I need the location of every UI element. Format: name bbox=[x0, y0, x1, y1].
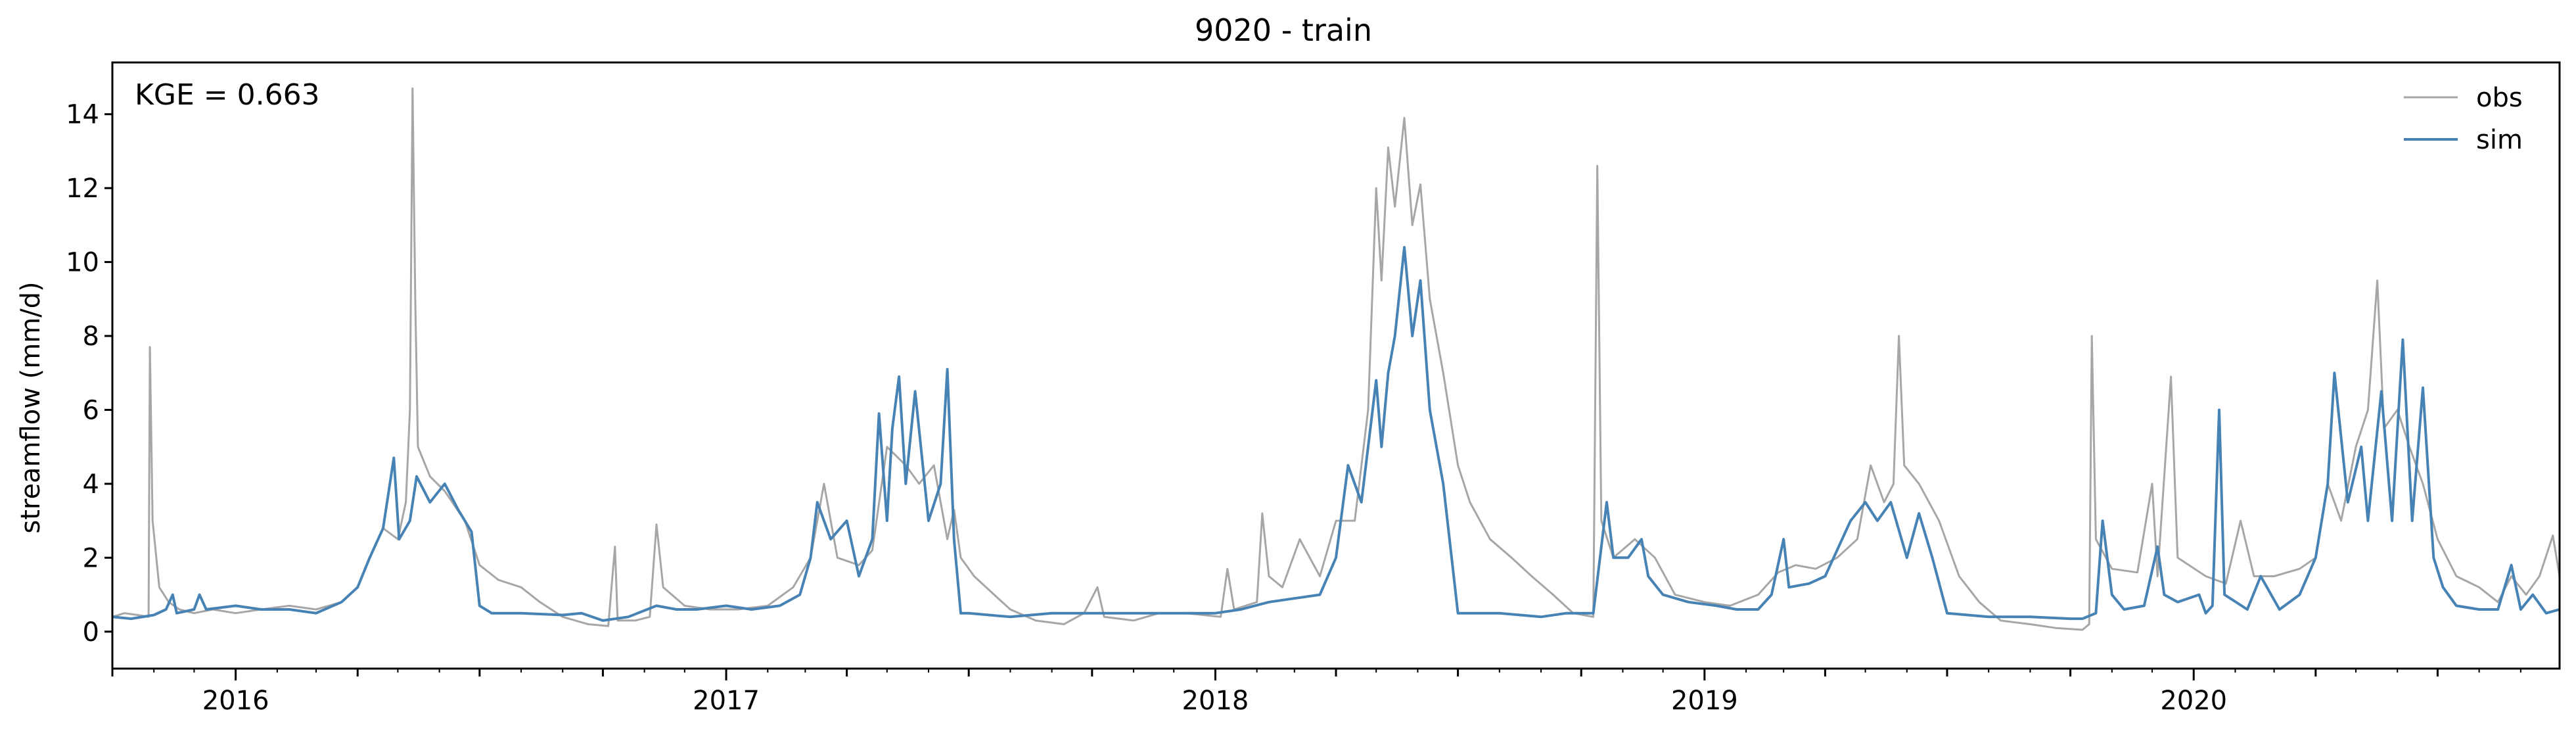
y-tick-label: 10 bbox=[66, 248, 99, 278]
y-tick-label: 12 bbox=[66, 174, 99, 204]
series-layer bbox=[112, 87, 2561, 631]
y-ticks: 0 2 4 6 8 10 12 14 bbox=[66, 100, 112, 648]
legend-label: obs bbox=[2476, 83, 2523, 113]
y-tick-label: 14 bbox=[66, 100, 99, 130]
x-tick-label: 2016 bbox=[202, 686, 269, 716]
legend: obs sim bbox=[2404, 83, 2523, 155]
series-line-obs bbox=[112, 87, 2561, 631]
y-tick-label: 8 bbox=[83, 321, 99, 352]
y-tick-label: 0 bbox=[83, 617, 99, 648]
y-axis-label: streamflow (mm/d) bbox=[16, 281, 46, 533]
legend-label: sim bbox=[2476, 125, 2523, 155]
y-tick-label: 6 bbox=[83, 395, 99, 425]
kge-annotation: KGE = 0.663 bbox=[135, 78, 320, 112]
x-tick-label: 2017 bbox=[693, 686, 760, 716]
plot-area bbox=[111, 61, 2561, 670]
legend-item-sim: sim bbox=[2404, 125, 2523, 155]
x-ticks: 2016 2017 2018 2019 2020 bbox=[111, 669, 2521, 716]
x-tick-label: 2020 bbox=[2160, 686, 2227, 716]
x-tick-label: 2019 bbox=[1671, 686, 1738, 716]
legend-item-obs: obs bbox=[2404, 83, 2523, 113]
y-tick-label: 2 bbox=[83, 543, 99, 573]
y-tick-label: 4 bbox=[83, 469, 99, 500]
x-tick-label: 2018 bbox=[1182, 686, 1249, 716]
axes-frame bbox=[111, 61, 2561, 670]
series-line-sim bbox=[112, 246, 2560, 622]
chart-title: 9020 - train bbox=[1195, 12, 1372, 48]
